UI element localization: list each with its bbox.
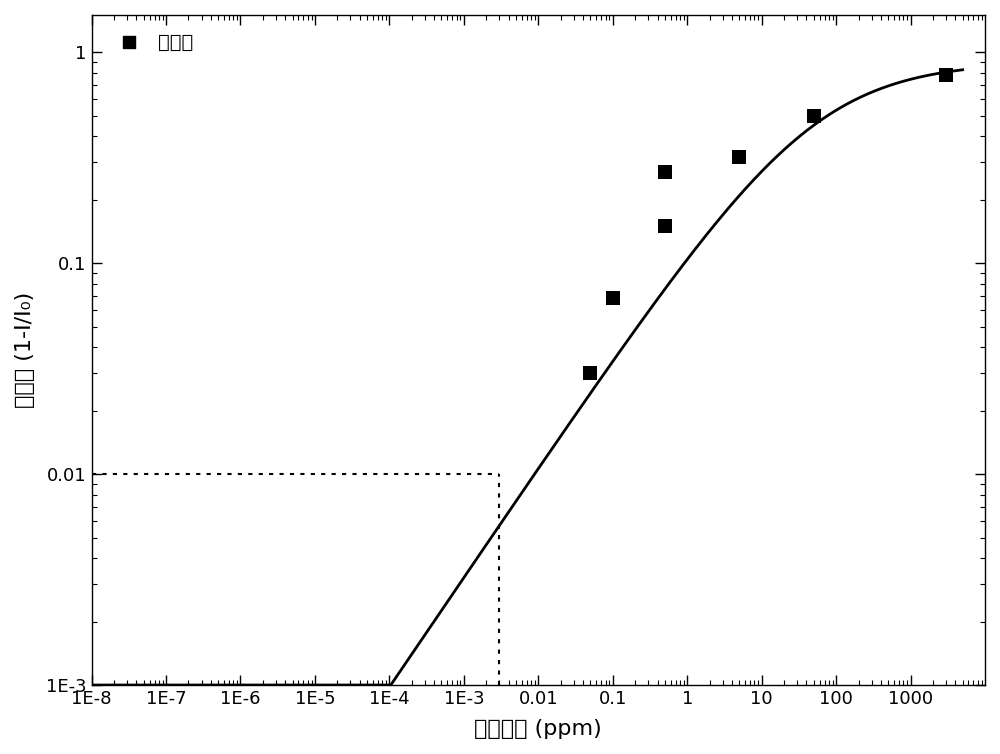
Point <box>657 166 673 178</box>
Point <box>938 69 954 81</box>
Point <box>605 293 621 305</box>
X-axis label: 蝗汽浓度 (ppm): 蝗汽浓度 (ppm) <box>474 719 602 739</box>
Point <box>731 151 747 163</box>
Legend: 丁二胺: 丁二胺 <box>101 25 201 60</box>
Point <box>582 367 598 379</box>
Point <box>806 109 822 121</box>
Point <box>657 220 673 232</box>
Y-axis label: 淤灭率 (1-I/I₀): 淤灭率 (1-I/I₀) <box>15 292 35 408</box>
